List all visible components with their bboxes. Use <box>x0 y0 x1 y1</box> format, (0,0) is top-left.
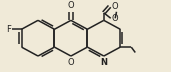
Text: F: F <box>6 25 11 34</box>
Text: N: N <box>100 58 107 67</box>
Text: O: O <box>112 14 118 23</box>
Text: O: O <box>111 2 118 11</box>
Text: O: O <box>68 1 74 10</box>
Text: O: O <box>68 58 74 67</box>
